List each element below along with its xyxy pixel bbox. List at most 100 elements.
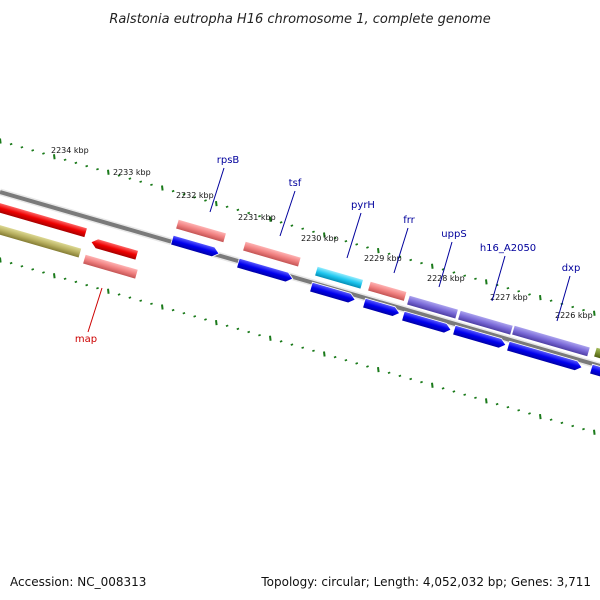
- tick-mark: [0, 257, 2, 263]
- gene-block-h16: [457, 309, 514, 336]
- tick-mark: [247, 211, 251, 215]
- leader-line: [491, 255, 506, 302]
- tick-mark: [193, 315, 197, 318]
- tick-mark: [269, 216, 272, 222]
- tick-mark: [409, 258, 413, 262]
- tick-mark: [560, 421, 564, 425]
- gene-arrow-tsf-blue: [236, 257, 294, 283]
- tick-mark: [377, 366, 380, 373]
- tick-mark: [20, 146, 24, 149]
- tick-mark: [441, 387, 445, 390]
- gene-block-darkolive-right: [593, 346, 600, 363]
- outer-tick-ring: [0, 138, 596, 316]
- tick-mark: [474, 277, 477, 281]
- tick-mark: [258, 333, 261, 337]
- tick-mark: [74, 161, 78, 165]
- gene-features: [0, 199, 600, 380]
- tick-mark: [161, 304, 164, 310]
- tick-mark: [593, 310, 596, 316]
- gene-block-olive-left: [0, 221, 83, 259]
- tick-mark: [485, 279, 488, 285]
- ruler-label: 2232 kbp: [176, 191, 214, 200]
- gene-arrow-uppS-blue: [401, 310, 452, 334]
- tick-mark: [312, 230, 315, 234]
- tick-mark: [323, 351, 326, 357]
- ruler-label: 2234 kbp: [51, 146, 89, 155]
- tick-mark: [452, 390, 456, 393]
- tick-mark: [355, 362, 359, 365]
- tick-mark: [301, 346, 305, 349]
- tick-mark: [474, 396, 477, 400]
- tick-mark: [409, 377, 413, 381]
- ruler-label: 2230 kbp: [301, 234, 339, 243]
- tick-mark: [225, 205, 229, 209]
- accession-text: Accession: NC_008313: [10, 575, 146, 589]
- tick-mark: [236, 208, 240, 212]
- gene-block-uppS: [406, 294, 459, 320]
- tick-mark: [182, 311, 186, 315]
- tick-mark: [333, 236, 337, 240]
- tick-mark: [312, 349, 315, 353]
- ruler-label: 2228 kbp: [427, 274, 465, 283]
- inner-tick-ring: [0, 257, 596, 435]
- tick-mark: [549, 299, 553, 302]
- tick-mark: [171, 189, 175, 193]
- tick-mark: [344, 239, 348, 243]
- gene-arrow-frr-blue: [362, 297, 401, 317]
- tick-mark: [96, 167, 99, 171]
- tick-mark: [74, 280, 78, 284]
- backbone: [0, 188, 600, 370]
- tick-mark: [495, 402, 499, 406]
- tick-mark: [20, 265, 24, 268]
- gene-arrow-dxp-blue: [506, 340, 583, 371]
- tick-mark: [366, 365, 369, 368]
- ruler-label: 2231 kbp: [238, 213, 276, 222]
- gene-label: h16_A2050: [480, 243, 536, 254]
- tick-mark: [63, 158, 67, 162]
- ruler-label: 2229 kbp: [364, 254, 402, 263]
- ruler-label: 2226 kbp: [555, 311, 593, 320]
- tick-mark: [463, 274, 467, 277]
- tick-mark: [485, 398, 488, 404]
- tick-mark: [53, 273, 56, 279]
- tick-mark: [528, 412, 531, 415]
- tick-mark: [279, 221, 283, 224]
- tick-mark: [150, 302, 153, 306]
- tick-mark: [387, 371, 391, 375]
- tick-mark: [42, 152, 45, 155]
- tick-mark: [139, 180, 143, 183]
- tick-mark: [377, 247, 380, 254]
- tick-mark: [549, 418, 553, 421]
- ruler-label: 2233 kbp: [113, 168, 151, 177]
- tick-mark: [9, 142, 13, 146]
- tick-mark: [344, 358, 348, 362]
- tick-mark: [117, 293, 121, 296]
- leader-line: [393, 227, 409, 274]
- tick-mark: [333, 355, 337, 359]
- gene-block-red-left: [0, 199, 88, 239]
- gene-label: rpsB: [217, 155, 240, 166]
- tick-mark: [236, 327, 240, 331]
- gene-block-tsf: [242, 240, 302, 268]
- tick-mark: [117, 174, 121, 177]
- tick-mark: [323, 232, 326, 238]
- gene-label: frr: [403, 215, 415, 226]
- tick-mark: [139, 299, 143, 302]
- tick-mark: [193, 196, 197, 199]
- tick-mark: [398, 255, 402, 259]
- gene-label: uppS: [441, 229, 466, 240]
- tick-mark: [431, 263, 434, 269]
- tick-mark: [290, 224, 294, 227]
- tick-mark: [85, 164, 89, 168]
- tick-mark: [279, 340, 283, 343]
- tick-mark: [506, 405, 510, 409]
- tick-mark: [204, 199, 207, 202]
- gene-arrow-red: [90, 238, 139, 261]
- gene-block-dxp: [511, 324, 591, 358]
- tick-mark: [182, 192, 186, 196]
- tick-mark: [42, 271, 45, 274]
- tick-mark: [571, 305, 575, 309]
- tick-mark: [258, 214, 261, 218]
- tick-mark: [593, 429, 596, 435]
